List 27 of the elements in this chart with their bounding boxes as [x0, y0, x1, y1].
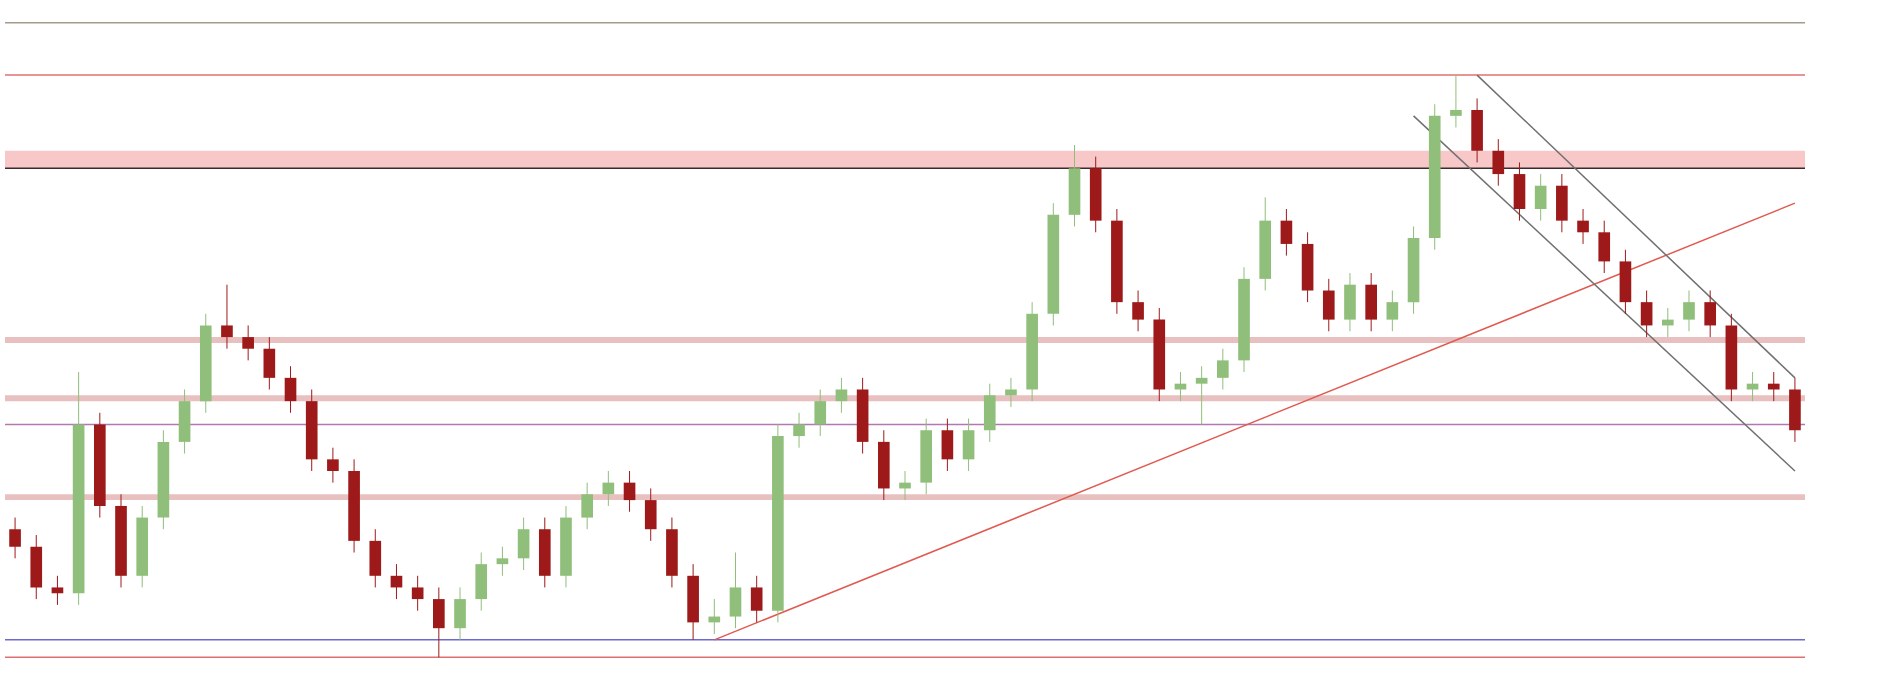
candlestick [1640, 290, 1653, 338]
candlestick [221, 284, 233, 350]
candlestick [51, 575, 64, 606]
candlestick [1683, 290, 1695, 332]
candlestick [581, 482, 593, 530]
candlestick [327, 447, 339, 484]
candlestick [1217, 348, 1229, 390]
candlestick [835, 377, 848, 414]
candlestick [750, 575, 763, 623]
candlestick [1704, 290, 1717, 338]
candlestick [1534, 173, 1547, 222]
candlestick [814, 388, 827, 437]
candlestick [411, 575, 424, 612]
candlestick [284, 365, 297, 414]
candlestick [793, 412, 805, 449]
candlestick [496, 546, 509, 577]
candlestick [9, 517, 21, 559]
candlestick [1132, 290, 1144, 332]
candlestick [1280, 208, 1293, 257]
candlestick [1005, 377, 1017, 408]
candlestick [623, 470, 636, 513]
candlestick [1450, 74, 1462, 128]
candlestick [1386, 290, 1399, 332]
candlestick [242, 324, 254, 361]
candlestick [1195, 365, 1208, 425]
candlestick [1577, 208, 1589, 245]
candlestick [1492, 138, 1505, 187]
